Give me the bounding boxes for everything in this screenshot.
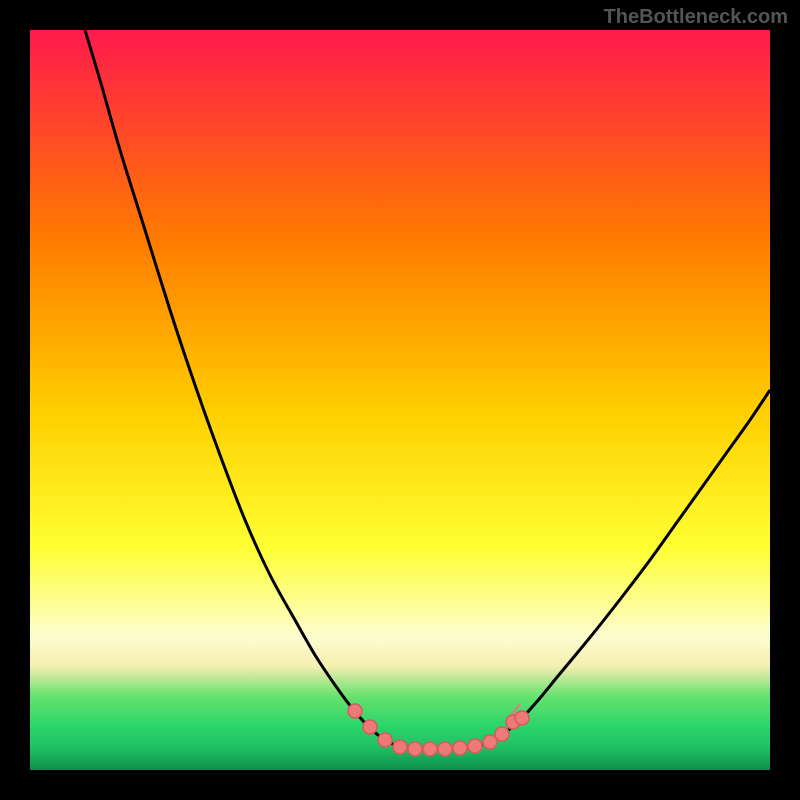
marker-dot [348, 704, 362, 718]
marker-dot [393, 740, 407, 754]
marker-dot [495, 727, 509, 741]
marker-dot [453, 741, 467, 755]
marker-dot [378, 733, 392, 747]
marker-dot [363, 720, 377, 734]
marker-dot [515, 711, 529, 725]
marker-dot [423, 742, 437, 756]
marker-dot [468, 739, 482, 753]
gradient-background [30, 30, 770, 770]
bottleneck-chart [0, 0, 800, 800]
marker-dot [438, 742, 452, 756]
chart-container: TheBottleneck.com [0, 0, 800, 800]
marker-dot [408, 742, 422, 756]
watermark-text: TheBottleneck.com [604, 6, 788, 29]
